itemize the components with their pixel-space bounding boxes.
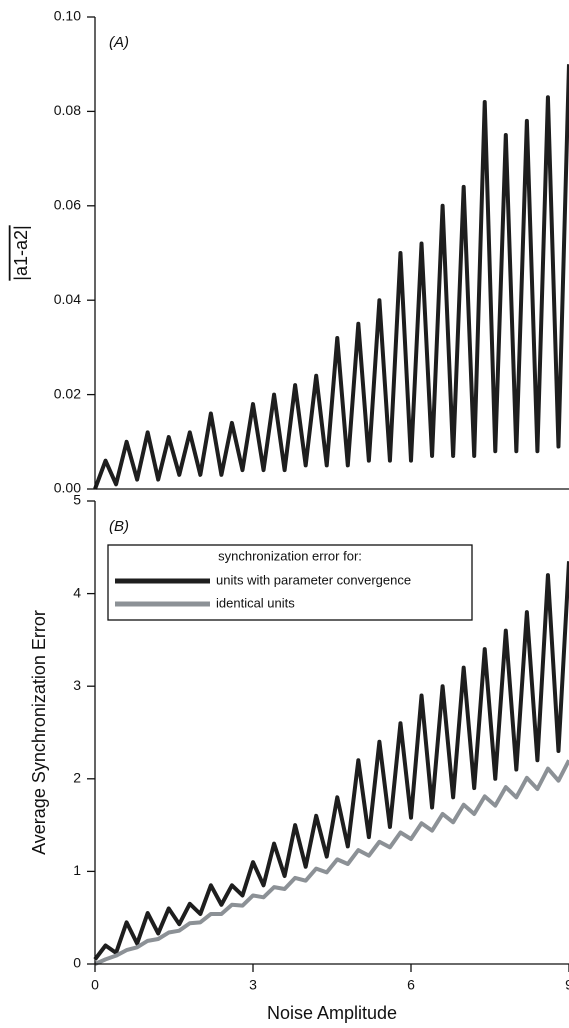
y-tick-label: 0	[73, 955, 81, 971]
series-line	[93, 64, 569, 490]
y-axis-label: Average Synchronization Error	[29, 610, 49, 855]
legend-label: identical units	[216, 595, 295, 610]
y-tick-label: 0.04	[54, 291, 81, 307]
panel-label: (B)	[109, 518, 129, 535]
legend-title: synchronization error for:	[218, 548, 362, 563]
y-tick-label: 0.02	[54, 385, 81, 401]
x-axis-label: Noise Amplitude	[267, 1003, 397, 1023]
y-tick-label: 1	[73, 862, 81, 878]
y-tick-label: 3	[73, 677, 81, 693]
x-tick-label: 3	[249, 977, 257, 993]
y-axis-label: |a1-a2|	[11, 225, 31, 280]
y-tick-label: 0.06	[54, 197, 81, 213]
legend-label: units with parameter convergence	[216, 572, 411, 587]
y-tick-label: 0.08	[54, 102, 81, 118]
y-tick-label: 2	[73, 770, 81, 786]
y-tick-label: 4	[73, 584, 81, 600]
panel-label: (A)	[109, 34, 129, 51]
y-tick-label: 5	[73, 492, 81, 508]
series-line	[93, 561, 569, 961]
y-tick-label: 0.10	[54, 8, 81, 24]
x-tick-label: 0	[91, 977, 99, 993]
x-tick-label: 6	[407, 977, 415, 993]
series-line	[94, 759, 569, 966]
y-tick-label: 0.00	[54, 480, 81, 496]
x-tick-label: 9	[565, 977, 569, 993]
